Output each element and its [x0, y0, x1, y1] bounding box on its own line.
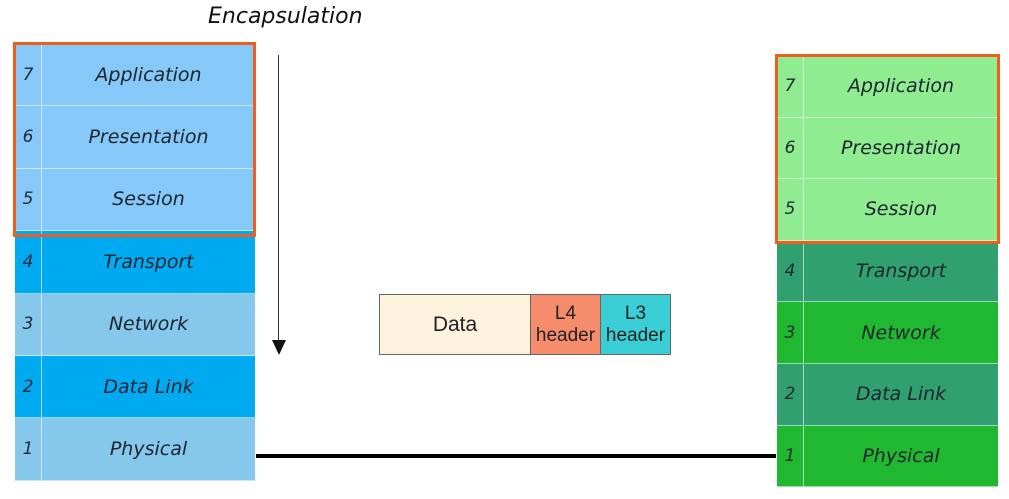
left-osi-stack: 7 Application 6 Presentation 5 Session 4 Transp… — [15, 44, 255, 481]
packet-l4-line1: L4 — [554, 302, 577, 324]
right-layer-name: Network — [861, 321, 941, 344]
right-layer-number: 4 — [777, 240, 804, 302]
left-layer-number: 1 — [15, 418, 42, 480]
left-layer-7: 7 Application — [15, 44, 255, 107]
left-layer-number: 4 — [15, 231, 42, 293]
left-layer-name: Network — [108, 313, 189, 336]
packet-data-label: Data — [432, 312, 478, 336]
right-layer-name: Transport — [855, 260, 947, 283]
right-layer-name: Session — [864, 198, 938, 221]
left-layer-name: Transport — [103, 250, 194, 273]
left-layer-number: 7 — [15, 44, 42, 106]
encapsulation-arrow-shaft — [278, 55, 279, 348]
right-layer-name: Application — [847, 75, 955, 98]
left-layer-number: 5 — [15, 168, 42, 231]
right-layer-5: 5 Session — [777, 179, 998, 241]
right-layer-number: 6 — [777, 117, 804, 179]
right-layer-number: 5 — [777, 179, 804, 240]
packet-l3-line2: header — [605, 324, 666, 346]
right-layer-3: 3 Network — [777, 302, 998, 364]
right-layer-name: Presentation — [840, 136, 962, 159]
left-layer-5: 5 Session — [15, 168, 255, 232]
right-layer-4: 4 Transport — [777, 240, 998, 303]
right-layer-2: 2 Data Link — [777, 364, 998, 426]
left-layer-number: 2 — [15, 356, 42, 418]
right-layer-number: 2 — [777, 364, 804, 425]
packet-l3-header: L3 header — [600, 294, 671, 355]
packet-l4-header: L4 header — [530, 294, 601, 355]
right-osi-stack: 7 Application 6 Presentation 5 Session 4 Transp… — [777, 56, 998, 488]
left-layer-2: 2 Data Link — [15, 356, 255, 419]
left-layer-name: Presentation — [88, 126, 209, 149]
packet-l4-line2: header — [535, 324, 596, 346]
packet-data: Data — [379, 294, 531, 355]
right-layer-name: Physical — [862, 444, 940, 467]
right-layer-number: 3 — [777, 302, 804, 363]
diagram-title: Encapsulation — [208, 4, 363, 29]
right-layer-7: 7 Application — [777, 56, 998, 118]
right-layer-1: 1 Physical — [777, 425, 998, 488]
left-layer-3: 3 Network — [15, 293, 255, 356]
left-layer-number: 6 — [15, 106, 42, 168]
left-layer-name: Physical — [109, 438, 188, 461]
left-layer-name: Data Link — [103, 375, 194, 398]
right-layer-name: Data Link — [855, 383, 947, 406]
left-layer-1: 1 Physical — [15, 418, 255, 481]
left-layer-name: Application — [95, 63, 202, 86]
left-layer-number: 3 — [15, 293, 42, 355]
right-layer-6: 6 Presentation — [777, 117, 998, 180]
right-layer-number: 1 — [777, 425, 804, 487]
physical-link-wire — [256, 454, 776, 458]
packet-l3-line1: L3 — [624, 302, 647, 324]
left-layer-name: Session — [112, 188, 185, 211]
right-layer-number: 7 — [777, 56, 804, 117]
encapsulation-arrowhead — [272, 340, 286, 355]
left-layer-4: 4 Transport — [15, 231, 255, 294]
left-layer-6: 6 Presentation — [15, 106, 255, 169]
